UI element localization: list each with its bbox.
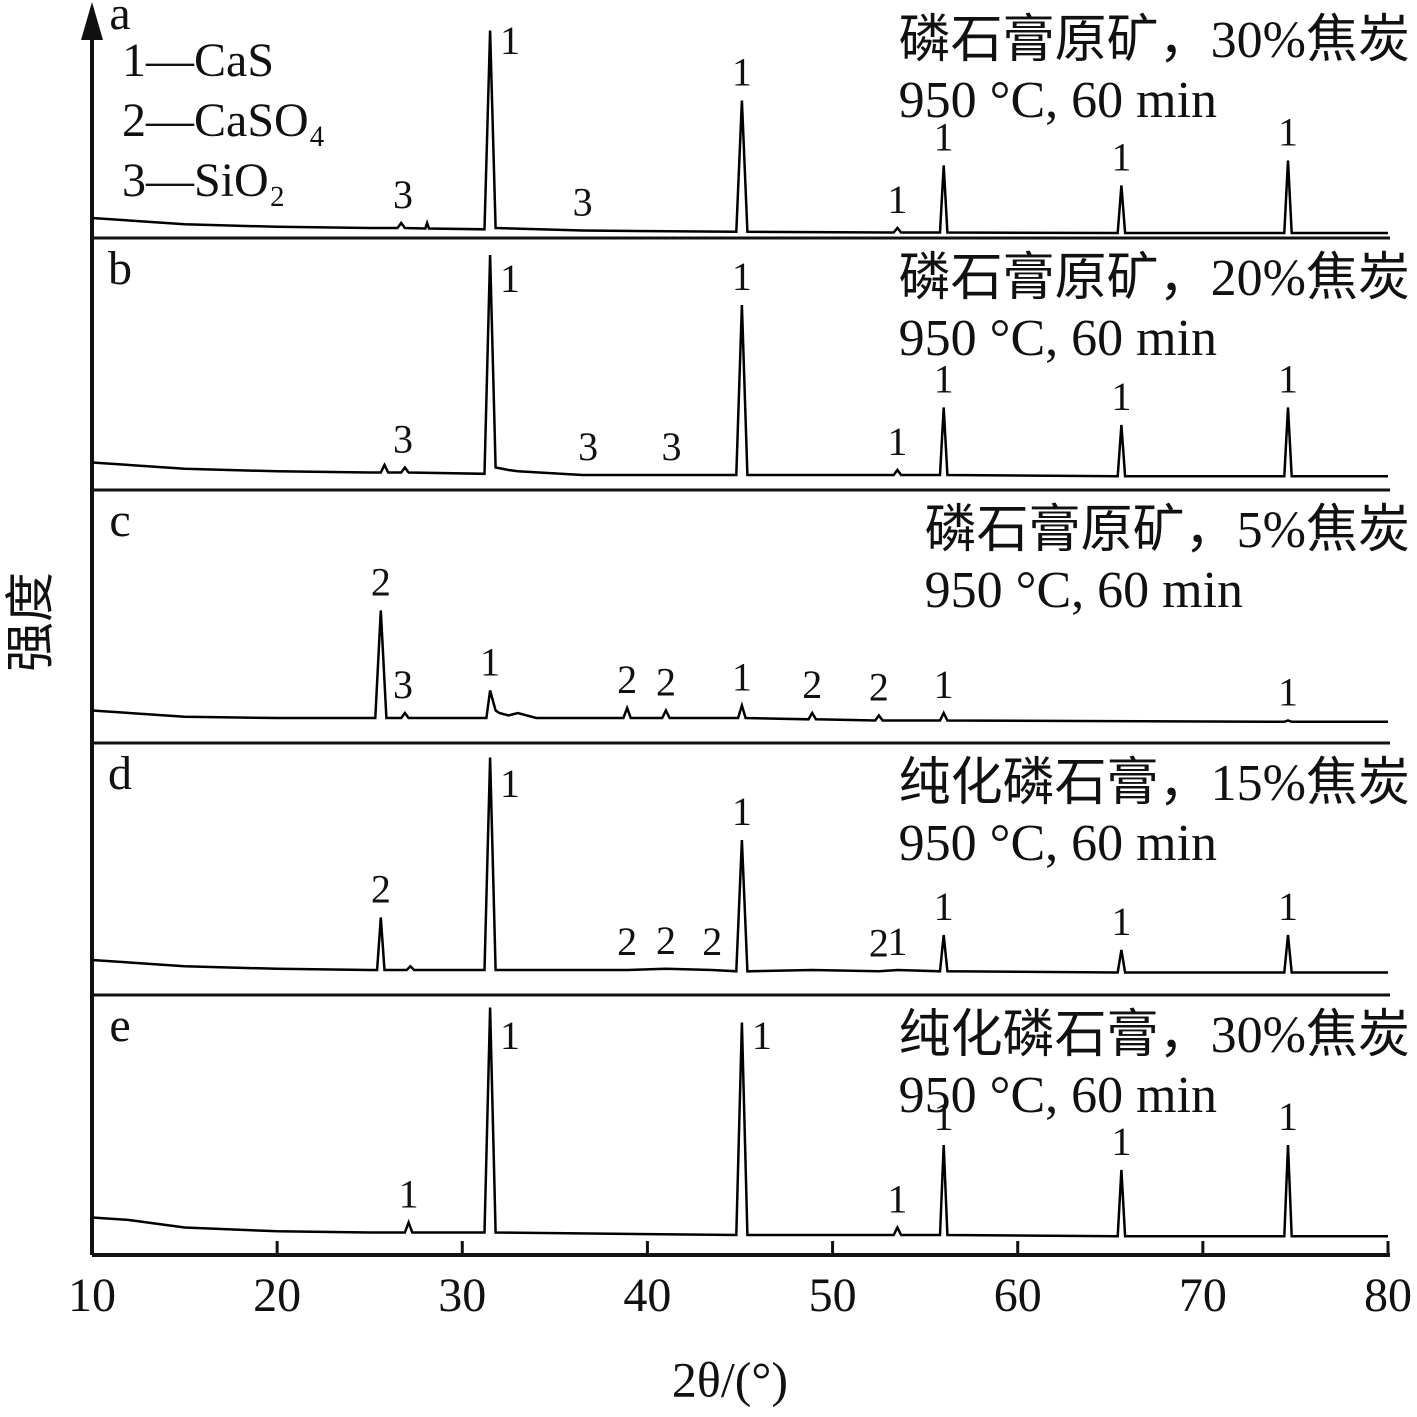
peak-label: 2 [802, 662, 822, 707]
peak-label: 1 [1278, 110, 1298, 155]
peak-label: 3 [393, 662, 413, 707]
panel-condition: 950 °C, 60 min [925, 562, 1243, 619]
peak-label: 1 [1111, 135, 1131, 180]
peak-label: 1 [887, 177, 907, 222]
peak-label: 1 [1278, 670, 1298, 715]
x-tick-label: 80 [1364, 1269, 1412, 1322]
peak-label: 1 [500, 256, 520, 301]
peak-label: 1 [934, 884, 954, 929]
peak-label: 1 [732, 789, 752, 834]
x-tick-label: 70 [1179, 1269, 1227, 1322]
peak-label: 1 [1278, 1094, 1298, 1139]
panel-condition: 磷石膏原矿，20%焦炭 [899, 250, 1410, 307]
peak-label: 1 [752, 1013, 772, 1058]
xrd-pattern [91, 30, 1388, 235]
peak-label: 1 [1111, 374, 1131, 419]
peak-label: 1 [934, 662, 954, 707]
x-tick-label: 60 [994, 1269, 1042, 1322]
peak-label: 1 [934, 1094, 954, 1139]
peak-label: 3 [578, 424, 598, 469]
peak-label: 1 [887, 919, 907, 964]
panel-condition: 950 °C, 60 min [899, 72, 1217, 129]
peak-label: 2 [617, 919, 637, 964]
peak-label: 2 [869, 920, 889, 965]
peak-label: 1 [887, 1177, 907, 1222]
legend-entry: 1—CaS [122, 34, 274, 87]
legend-entry: 3—SiO₂ [122, 154, 285, 207]
peak-label: 3 [573, 180, 593, 225]
panel-label: a [109, 0, 130, 40]
panel-condition: 磷石膏原矿，5%焦炭 [925, 502, 1410, 559]
x-tick-label: 50 [809, 1269, 857, 1322]
peak-label: 2 [656, 918, 676, 963]
peak-label: 3 [393, 417, 413, 462]
panel-condition: 950 °C, 60 min [899, 815, 1217, 872]
peak-label: 3 [393, 172, 413, 217]
panel-label: d [108, 747, 132, 800]
peak-label: 1 [399, 1172, 419, 1217]
peak-label: 1 [1278, 884, 1298, 929]
peak-label: 2 [656, 660, 676, 705]
peak-label: 2 [617, 657, 637, 702]
x-tick-label: 40 [623, 1269, 671, 1322]
peak-label: 1 [1111, 899, 1131, 944]
y-axis-label: 强度 [2, 572, 58, 672]
peak-label: 1 [732, 655, 752, 700]
xrd-pattern [91, 1007, 1388, 1238]
panel-condition: 磷石膏原矿，30%焦炭 [899, 12, 1410, 69]
peak-label: 2 [869, 665, 889, 710]
panel-condition: 950 °C, 60 min [899, 1067, 1217, 1124]
panel-condition: 纯化磷石膏，30%焦炭 [899, 1007, 1410, 1064]
peak-label: 1 [934, 115, 954, 160]
peak-label: 2 [371, 867, 391, 912]
peak-label: 1 [480, 640, 500, 685]
legend-entry: 2—CaSO₄ [122, 94, 325, 147]
peak-label: 1 [1111, 1119, 1131, 1164]
peak-label: 1 [500, 18, 520, 63]
xrd-pattern [91, 254, 1388, 478]
x-axis-label: 2θ/(°) [672, 1351, 788, 1407]
peak-label: 1 [934, 357, 954, 402]
peak-label: 1 [732, 254, 752, 299]
peak-label: 2 [702, 919, 722, 964]
x-tick-label: 10 [68, 1269, 116, 1322]
panel-label: b [108, 242, 132, 295]
panel-condition: 950 °C, 60 min [899, 310, 1217, 367]
x-tick-label: 30 [438, 1269, 486, 1322]
peak-label: 1 [732, 50, 752, 95]
peak-label: 1 [1278, 357, 1298, 402]
xrd-pattern [91, 757, 1388, 974]
panel-label: e [109, 999, 130, 1052]
peak-label: 1 [500, 761, 520, 806]
panel-label: c [109, 494, 130, 547]
peak-label: 1 [887, 419, 907, 464]
x-tick-label: 20 [253, 1269, 301, 1322]
peak-label: 3 [661, 424, 681, 469]
xrd-pattern [91, 610, 1388, 724]
peak-label: 2 [371, 560, 391, 605]
y-axis-arrow [81, 2, 103, 40]
panel-condition: 纯化磷石膏，15%焦炭 [899, 755, 1410, 812]
peak-label: 1 [500, 1013, 520, 1058]
